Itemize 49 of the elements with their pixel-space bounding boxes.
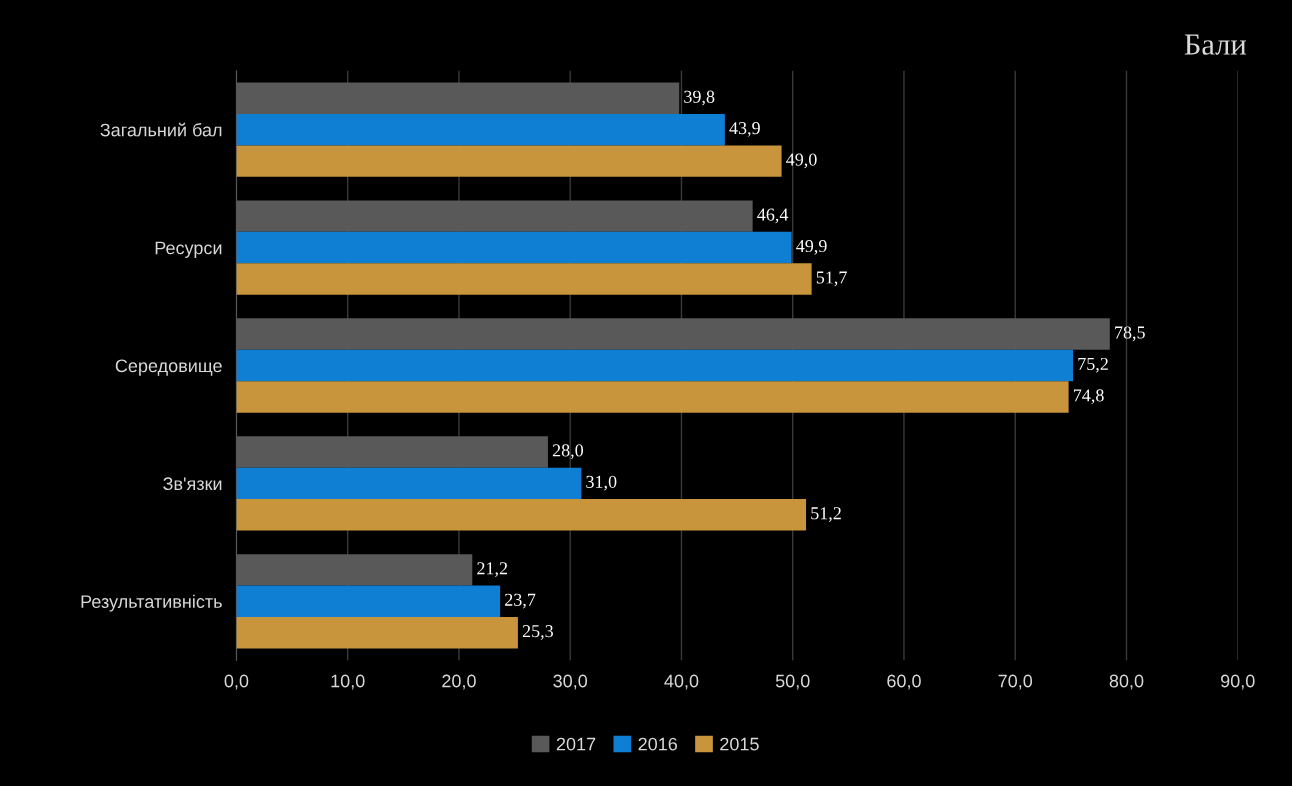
bar bbox=[236, 82, 680, 114]
data-label: 75,2 bbox=[1078, 357, 1108, 373]
data-label: 21,2 bbox=[477, 562, 508, 577]
y-tick-label: Зв'язки bbox=[163, 477, 222, 491]
y-tick-label: Ресурси bbox=[155, 241, 222, 258]
y-tick-label: Загальний бал bbox=[100, 122, 222, 137]
x-tick-label: 30,0 bbox=[553, 674, 588, 690]
x-tick-label: 90,0 bbox=[1221, 674, 1255, 690]
data-label: 74,8 bbox=[1073, 389, 1104, 405]
bar bbox=[236, 200, 753, 232]
bar bbox=[236, 554, 473, 586]
bar bbox=[236, 349, 1074, 382]
bar bbox=[236, 263, 812, 295]
bar bbox=[236, 617, 518, 649]
data-label: 78,5 bbox=[1115, 326, 1145, 342]
x-tick-label: 10,0 bbox=[331, 674, 365, 690]
x-tick-label: 50,0 bbox=[775, 674, 810, 690]
data-label: 49,0 bbox=[786, 153, 817, 169]
data-label: 31,0 bbox=[586, 475, 617, 491]
bar bbox=[236, 499, 807, 531]
legend-label: 2016 bbox=[638, 737, 678, 751]
data-label: 49,9 bbox=[796, 239, 827, 255]
bar bbox=[236, 231, 792, 264]
x-tick-label: 0,0 bbox=[224, 674, 249, 690]
data-label: 51,2 bbox=[811, 507, 841, 522]
chart-title: Бали bbox=[1184, 34, 1247, 55]
legend-label: 2017 bbox=[556, 737, 596, 751]
x-tick-label: 80,0 bbox=[1109, 674, 1144, 690]
legend-label: 2015 bbox=[720, 737, 759, 751]
x-tick-label: 40,0 bbox=[664, 674, 699, 690]
bar bbox=[236, 113, 725, 146]
x-tick-label: 60,0 bbox=[887, 674, 921, 690]
y-tick-label: Результативність bbox=[81, 594, 222, 612]
bar bbox=[236, 585, 501, 618]
data-label: 43,9 bbox=[729, 122, 760, 137]
x-tick-label: 20,0 bbox=[442, 674, 476, 690]
y-tick-label: Середовище bbox=[115, 359, 222, 376]
bar bbox=[236, 318, 1110, 350]
bar bbox=[236, 467, 582, 500]
bar bbox=[236, 381, 1069, 413]
x-tick-label: 70,0 bbox=[998, 674, 1033, 690]
data-label: 23,7 bbox=[505, 593, 536, 609]
data-label: 25,3 bbox=[522, 625, 553, 640]
data-label: 39,8 bbox=[684, 90, 715, 106]
data-label: 46,4 bbox=[757, 208, 789, 224]
bar bbox=[236, 145, 782, 177]
bar bbox=[236, 436, 548, 468]
data-label: 51,7 bbox=[816, 271, 847, 287]
data-label: 28,0 bbox=[552, 444, 584, 460]
